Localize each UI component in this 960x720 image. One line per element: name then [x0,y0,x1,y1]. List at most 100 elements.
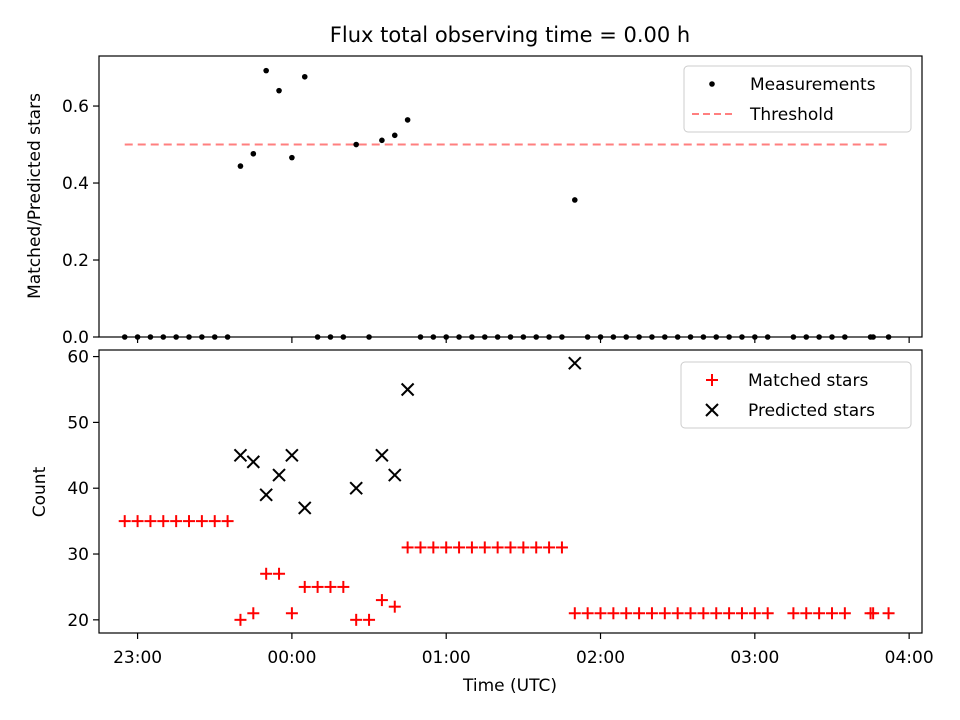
bottom-legend-box [680,361,912,429]
legend-measurements-marker [709,81,715,87]
matched-star-point [568,607,581,620]
top-y-tick-label: 0.4 [62,174,89,194]
matched-star-point [311,580,324,593]
matched-star-point [723,607,736,620]
measurement-point [391,132,398,139]
predicted-star-stroke [272,468,286,482]
legend-matched-label: Matched stars [748,371,868,391]
matched-star-point [555,541,568,554]
measurement-point [276,87,282,94]
matched-star-point [684,607,697,620]
predicted-star-stroke [568,356,582,370]
predicted-star-stroke [400,382,415,397]
measurement-point [301,73,308,80]
x-axis-label: Time (UTC) [462,676,557,696]
predicted-star-stroke [349,481,363,495]
predicted-star-point [246,455,261,469]
matched-star-point [697,607,710,620]
top-legend-box [683,65,912,133]
matched-star-point [298,580,311,593]
legend-matched-marker [706,374,718,386]
predicted-star-point [400,382,415,397]
top-axes: 0.0 0.2 0.4 0.6 [62,97,910,348]
measurement-point [379,137,385,144]
matched-star-point [882,607,895,620]
matched-star-point [671,607,684,620]
matched-star-point [478,541,491,554]
predicted-star-point [233,448,248,463]
predicted-star-point [259,488,273,502]
matched-star-point [800,607,813,620]
matched-star-point [645,607,658,620]
matched-star-point [530,541,543,554]
top-y-tick-label: 0.2 [62,251,89,271]
top-y-tick-label: 0.6 [62,97,89,117]
matched-star-point [131,515,144,528]
bottom-y-axis-label: Count [30,466,50,517]
matched-star-point [234,613,247,626]
measurement-point [250,150,257,157]
bottom-y-tick-label: 60 [67,348,89,368]
matched-star-point [517,541,530,554]
predicted-star-point [285,448,299,463]
legend-threshold-label: Threshold [749,105,834,125]
x-tick-label: 23:00 [113,648,162,668]
matched-star-point [375,594,388,607]
matched-star-point [195,515,208,528]
legend-measurements-label: Measurements [750,75,876,95]
matched-star-point [867,607,880,620]
predicted-star-point [298,501,312,515]
matched-star-point [157,515,170,528]
x-tick-label: 00:00 [267,648,316,668]
predicted-star-stroke [375,448,389,463]
matched-star-point [620,607,633,620]
bottom-plot-marks [118,356,895,626]
predicted-star-point [388,468,402,482]
bottom-y-tick-label: 30 [67,545,89,565]
measurement-point [263,67,269,74]
top-panel: 0.0 0.2 0.4 0.6 Matched/Predicted stars Mea… [25,55,923,348]
matched-star-point [273,567,286,580]
predicted-star-stroke [233,448,248,463]
top-legend: Measurements Threshold [683,65,912,133]
predicted-star-point [272,468,286,482]
top-y-tick-label: 0.0 [62,328,89,348]
x-tick-label: 01:00 [422,648,471,668]
x-tick-label: 03:00 [730,648,779,668]
bottom-y-tick-label: 50 [67,413,89,433]
measurement-point [289,154,295,161]
legend-predicted-marker [705,403,719,417]
matched-star-point [607,607,620,620]
matched-star-point [504,541,517,554]
predicted-star-stroke [259,488,273,502]
bottom-axes-frame [98,349,923,634]
predicted-star-point [349,481,363,495]
matched-star-point [247,607,260,620]
predicted-star-stroke [285,448,299,463]
matched-star-point [825,607,838,620]
predicted-star-point [375,448,389,463]
matched-star-point [761,607,774,620]
top-axes-frame [98,55,923,338]
matched-star-point [581,607,594,620]
bottom-panel: 20 30 40 50 60 23:00 00:00 01:00 02:00 03:00 04:00… [30,348,934,696]
bottom-axes: 20 30 40 50 60 23:00 00:00 01:00 02:00 03:00 04:00 [67,348,933,668]
matched-star-point [260,567,273,580]
matched-star-point [337,580,350,593]
matched-star-point [710,607,723,620]
measurement-point [571,197,578,203]
matched-star-point [465,541,478,554]
matched-star-point [787,607,800,620]
matched-star-point [440,541,453,554]
matched-star-point [144,515,157,528]
matched-star-point [221,515,234,528]
predicted-star-point [568,356,582,370]
matched-star-point [183,515,196,528]
matched-star-point [414,541,427,554]
matched-star-point [658,607,671,620]
predicted-star-stroke [246,455,261,469]
matched-star-point [813,607,826,620]
matched-star-point [170,515,183,528]
top-y-axis-label: Matched/Predicted stars [25,93,45,299]
matched-star-point [594,607,607,620]
